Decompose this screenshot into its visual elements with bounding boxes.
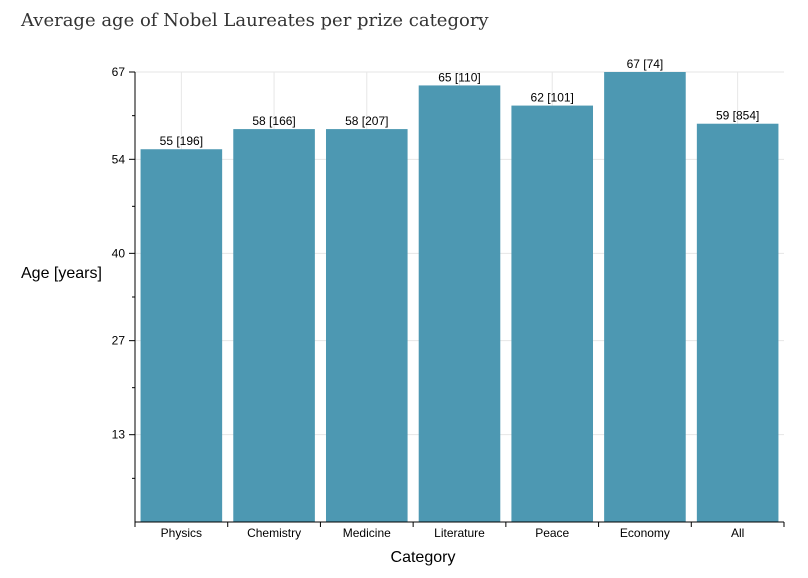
x-tick-label: Physics: [161, 526, 202, 540]
x-tick-label: Literature: [434, 526, 485, 540]
data-label: 67 [74]: [627, 57, 664, 71]
x-tick-label: All: [731, 526, 744, 540]
x-tick-label: Peace: [535, 526, 569, 540]
data-label: 58 [207]: [345, 114, 388, 128]
y-tick-label: 54: [112, 152, 126, 166]
x-tick-label: Medicine: [343, 526, 391, 540]
x-tick-label: Economy: [620, 526, 670, 540]
data-label: 62 [101]: [531, 91, 574, 105]
bar-literature: [418, 85, 501, 523]
y-tick-label: 67: [112, 65, 126, 79]
data-label: 59 [854]: [716, 109, 759, 123]
bar-all: [696, 123, 779, 522]
bar-chemistry: [233, 129, 315, 523]
labels: 55 [196] 58 [166] 58 [207] 65 [110] 62 [101]…: [112, 57, 760, 540]
y-axis-title: Age [years]: [21, 265, 102, 282]
bars: [140, 72, 779, 523]
data-label: 58 [166]: [252, 114, 295, 128]
y-tick-label: 27: [112, 334, 126, 348]
bar-peace: [511, 105, 594, 522]
x-tick-label: Chemistry: [247, 526, 301, 540]
bar-economy: [604, 72, 686, 522]
x-axis-title: Category: [391, 549, 456, 566]
bar-medicine: [325, 129, 408, 523]
data-label: 55 [196]: [160, 134, 203, 148]
y-tick-label: 40: [112, 246, 126, 260]
axes: [129, 71, 785, 527]
chart-title: Average age of Nobel Laureates per prize…: [21, 10, 489, 31]
bar-physics: [140, 149, 223, 522]
data-label: 65 [110]: [438, 70, 480, 84]
y-tick-label: 13: [112, 428, 126, 442]
